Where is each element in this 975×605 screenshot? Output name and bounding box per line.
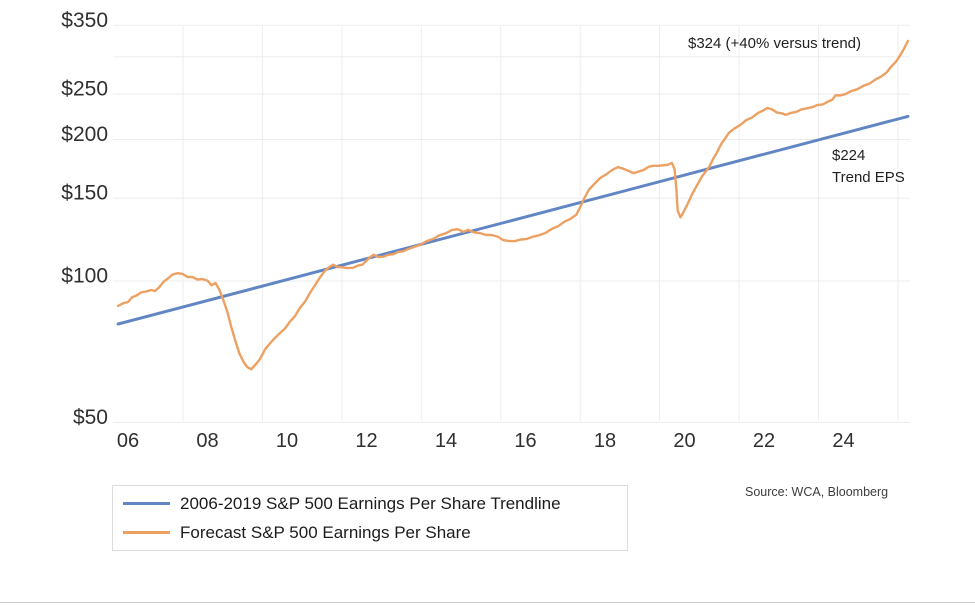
- annotation-trend-eps-line2: Trend EPS: [832, 169, 905, 186]
- legend-label-forecast: Forecast S&P 500 Earnings Per Share: [180, 522, 471, 542]
- trendline-path: [116, 114, 910, 326]
- y-tick-200: $200: [61, 123, 108, 146]
- y-tick-350: $350: [61, 9, 108, 32]
- x-tick-24: 24: [832, 430, 854, 452]
- trendline-swatch-icon: [123, 502, 170, 505]
- x-tick-10: 10: [276, 430, 298, 452]
- legend-item-trendline: 2006-2019 S&P 500 Earnings Per Share Tre…: [123, 494, 627, 514]
- bottom-edge-divider: [0, 602, 975, 603]
- annotation-trend-eps: $224 Trend EPS: [832, 145, 905, 189]
- x-tick-20: 20: [673, 430, 695, 452]
- x-tick-18: 18: [594, 430, 616, 452]
- x-tick-22: 22: [753, 430, 775, 452]
- legend: 2006-2019 S&P 500 Earnings Per Share Tre…: [112, 485, 628, 551]
- source-note: Source: WCA, Bloomberg: [745, 485, 889, 499]
- x-tick-08: 08: [196, 430, 218, 452]
- forecast-path: [116, 39, 910, 371]
- x-tick-12: 12: [355, 430, 377, 452]
- x-tick-06: 06: [117, 430, 139, 452]
- y-axis-tick-labels: $350 $250 $200 $150 $100 $50: [61, 9, 108, 429]
- x-axis-tick-labels: 06 08 10 12 14 16 18 20 22 24: [117, 430, 855, 452]
- y-tick-150: $150: [61, 182, 108, 205]
- gridlines: [113, 24, 910, 423]
- y-tick-50: $50: [73, 406, 108, 429]
- annotation-forecast-value: $324 (+40% versus trend): [688, 35, 862, 52]
- annotation-trend-eps-line1: $224: [832, 147, 866, 164]
- legend-label-trendline: 2006-2019 S&P 500 Earnings Per Share Tre…: [180, 493, 561, 513]
- legend-item-forecast: Forecast S&P 500 Earnings Per Share: [123, 523, 627, 543]
- y-tick-250: $250: [61, 78, 108, 101]
- forecast-swatch-icon: [123, 531, 170, 534]
- x-tick-16: 16: [514, 430, 536, 452]
- series-lines: [116, 39, 910, 371]
- x-tick-14: 14: [435, 430, 457, 452]
- y-tick-100: $100: [61, 265, 108, 288]
